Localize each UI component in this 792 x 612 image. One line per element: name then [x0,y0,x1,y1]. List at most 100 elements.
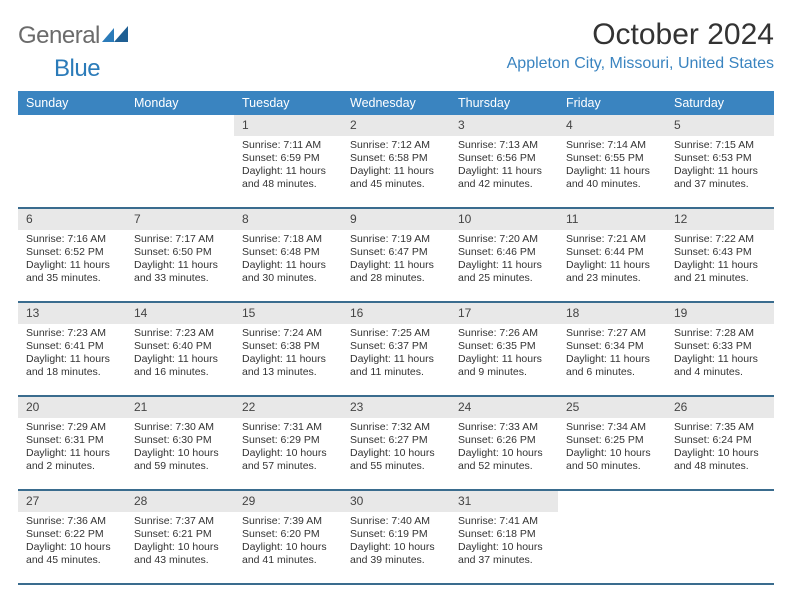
daylight1-text: Daylight: 11 hours [134,353,228,366]
day-body: Sunrise: 7:13 AMSunset: 6:56 PMDaylight:… [450,136,558,195]
day-number: 8 [234,209,342,230]
daylight2-text: and 25 minutes. [458,272,552,285]
brand-logo: General [18,22,128,50]
daylight1-text: Daylight: 10 hours [566,447,660,460]
day-body: Sunrise: 7:18 AMSunset: 6:48 PMDaylight:… [234,230,342,289]
title-block: October 2024 Appleton City, Missouri, Un… [507,18,774,73]
sunset-text: Sunset: 6:24 PM [674,434,768,447]
sunset-text: Sunset: 6:38 PM [242,340,336,353]
day-cell: 3Sunrise: 7:13 AMSunset: 6:56 PMDaylight… [450,115,558,207]
daylight1-text: Daylight: 10 hours [458,447,552,460]
dow-cell: Friday [558,91,666,115]
day-of-week-header: SundayMondayTuesdayWednesdayThursdayFrid… [18,91,774,115]
day-cell [666,491,774,583]
daylight1-text: Daylight: 11 hours [242,165,336,178]
sunrise-text: Sunrise: 7:41 AM [458,515,552,528]
day-body: Sunrise: 7:25 AMSunset: 6:37 PMDaylight:… [342,324,450,383]
daylight1-text: Daylight: 11 hours [566,165,660,178]
day-number: 25 [558,397,666,418]
day-cell: 9Sunrise: 7:19 AMSunset: 6:47 PMDaylight… [342,209,450,301]
daylight1-text: Daylight: 11 hours [674,259,768,272]
day-number: 28 [126,491,234,512]
day-body: Sunrise: 7:23 AMSunset: 6:40 PMDaylight:… [126,324,234,383]
sunrise-text: Sunrise: 7:37 AM [134,515,228,528]
day-number [558,491,666,512]
day-cell [126,115,234,207]
day-number: 14 [126,303,234,324]
daylight2-text: and 48 minutes. [242,178,336,191]
day-body: Sunrise: 7:22 AMSunset: 6:43 PMDaylight:… [666,230,774,289]
day-body: Sunrise: 7:17 AMSunset: 6:50 PMDaylight:… [126,230,234,289]
daylight1-text: Daylight: 10 hours [674,447,768,460]
sunset-text: Sunset: 6:19 PM [350,528,444,541]
sunset-text: Sunset: 6:58 PM [350,152,444,165]
daylight2-text: and 4 minutes. [674,366,768,379]
sunrise-text: Sunrise: 7:33 AM [458,421,552,434]
sunrise-text: Sunrise: 7:14 AM [566,139,660,152]
daylight1-text: Daylight: 11 hours [26,447,120,460]
day-number: 20 [18,397,126,418]
daylight2-text: and 41 minutes. [242,554,336,567]
sunset-text: Sunset: 6:18 PM [458,528,552,541]
dow-cell: Tuesday [234,91,342,115]
sunrise-text: Sunrise: 7:12 AM [350,139,444,152]
week-row: 6Sunrise: 7:16 AMSunset: 6:52 PMDaylight… [18,209,774,303]
sunset-text: Sunset: 6:30 PM [134,434,228,447]
sunset-text: Sunset: 6:48 PM [242,246,336,259]
day-body: Sunrise: 7:31 AMSunset: 6:29 PMDaylight:… [234,418,342,477]
dow-cell: Wednesday [342,91,450,115]
day-number: 11 [558,209,666,230]
daylight2-text: and 37 minutes. [458,554,552,567]
day-body: Sunrise: 7:14 AMSunset: 6:55 PMDaylight:… [558,136,666,195]
day-number: 2 [342,115,450,136]
sunset-text: Sunset: 6:26 PM [458,434,552,447]
sunrise-text: Sunrise: 7:39 AM [242,515,336,528]
sunrise-text: Sunrise: 7:32 AM [350,421,444,434]
sunrise-text: Sunrise: 7:27 AM [566,327,660,340]
daylight1-text: Daylight: 10 hours [134,447,228,460]
sunset-text: Sunset: 6:52 PM [26,246,120,259]
sunset-text: Sunset: 6:53 PM [674,152,768,165]
day-cell [558,491,666,583]
day-cell: 21Sunrise: 7:30 AMSunset: 6:30 PMDayligh… [126,397,234,489]
day-number: 16 [342,303,450,324]
day-number: 23 [342,397,450,418]
daylight2-text: and 37 minutes. [674,178,768,191]
sunrise-text: Sunrise: 7:29 AM [26,421,120,434]
daylight1-text: Daylight: 11 hours [350,165,444,178]
day-body: Sunrise: 7:37 AMSunset: 6:21 PMDaylight:… [126,512,234,571]
sunset-text: Sunset: 6:22 PM [26,528,120,541]
daylight1-text: Daylight: 11 hours [350,353,444,366]
sunrise-text: Sunrise: 7:23 AM [26,327,120,340]
dow-cell: Saturday [666,91,774,115]
day-cell: 27Sunrise: 7:36 AMSunset: 6:22 PMDayligh… [18,491,126,583]
sunrise-text: Sunrise: 7:31 AM [242,421,336,434]
day-cell: 18Sunrise: 7:27 AMSunset: 6:34 PMDayligh… [558,303,666,395]
day-body: Sunrise: 7:36 AMSunset: 6:22 PMDaylight:… [18,512,126,571]
day-number: 24 [450,397,558,418]
daylight2-text: and 50 minutes. [566,460,660,473]
daylight2-text: and 42 minutes. [458,178,552,191]
sunrise-text: Sunrise: 7:25 AM [350,327,444,340]
day-cell: 6Sunrise: 7:16 AMSunset: 6:52 PMDaylight… [18,209,126,301]
calendar-page: General October 2024 Appleton City, Miss… [0,0,792,595]
day-cell: 5Sunrise: 7:15 AMSunset: 6:53 PMDaylight… [666,115,774,207]
sunrise-text: Sunrise: 7:19 AM [350,233,444,246]
day-cell: 13Sunrise: 7:23 AMSunset: 6:41 PMDayligh… [18,303,126,395]
day-number: 15 [234,303,342,324]
day-body: Sunrise: 7:33 AMSunset: 6:26 PMDaylight:… [450,418,558,477]
day-cell: 28Sunrise: 7:37 AMSunset: 6:21 PMDayligh… [126,491,234,583]
day-number: 4 [558,115,666,136]
day-body: Sunrise: 7:32 AMSunset: 6:27 PMDaylight:… [342,418,450,477]
day-body: Sunrise: 7:16 AMSunset: 6:52 PMDaylight:… [18,230,126,289]
sunset-text: Sunset: 6:35 PM [458,340,552,353]
day-body: Sunrise: 7:12 AMSunset: 6:58 PMDaylight:… [342,136,450,195]
daylight2-text: and 28 minutes. [350,272,444,285]
day-cell: 1Sunrise: 7:11 AMSunset: 6:59 PMDaylight… [234,115,342,207]
day-number: 17 [450,303,558,324]
week-row: 20Sunrise: 7:29 AMSunset: 6:31 PMDayligh… [18,397,774,491]
daylight1-text: Daylight: 10 hours [458,541,552,554]
day-cell: 2Sunrise: 7:12 AMSunset: 6:58 PMDaylight… [342,115,450,207]
sunrise-text: Sunrise: 7:11 AM [242,139,336,152]
daylight2-text: and 55 minutes. [350,460,444,473]
